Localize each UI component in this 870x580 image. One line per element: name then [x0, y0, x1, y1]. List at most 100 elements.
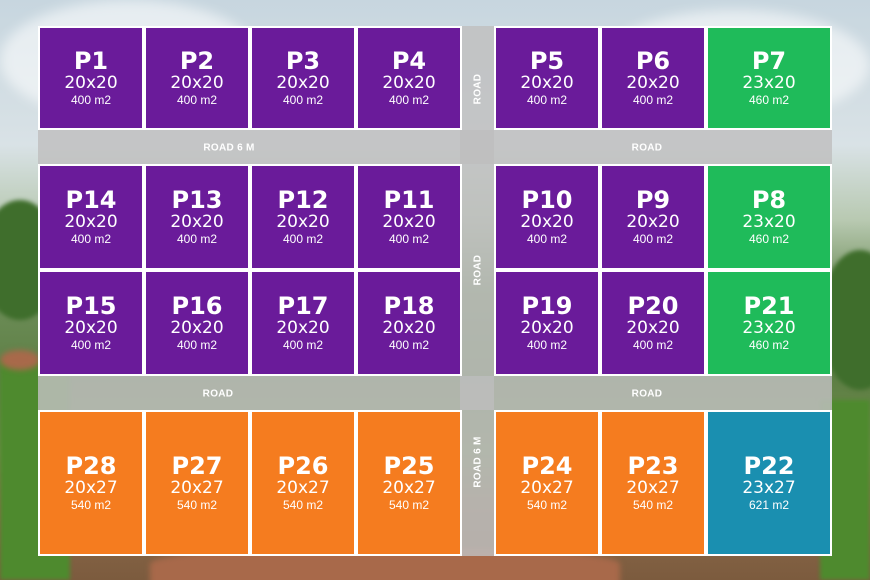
plot-id: P15: [65, 292, 117, 320]
plot-p27[interactable]: P27 20x27 540 m2: [144, 410, 250, 556]
road-label-vertical-top: ROAD: [472, 73, 484, 105]
plot-p22[interactable]: P22 23x27 621 m2: [706, 410, 832, 556]
plot-dimensions: 20x27: [382, 478, 436, 498]
plot-id: P21: [743, 292, 795, 320]
plot-id: P8: [751, 186, 787, 214]
plot-p4[interactable]: P4 20x20 400 m2: [356, 26, 462, 130]
plot-p17[interactable]: P17 20x20 400 m2: [250, 270, 356, 376]
plot-id: P5: [529, 47, 565, 75]
road-label-bottom-left: ROAD: [202, 388, 234, 400]
plot-dimensions: 20x20: [626, 73, 680, 93]
plot-p28[interactable]: P28 20x27 540 m2: [38, 410, 144, 556]
plot-area: 540 m2: [282, 498, 324, 512]
plot-area: 540 m2: [526, 498, 568, 512]
plot-p3[interactable]: P3 20x20 400 m2: [250, 26, 356, 130]
plot-p2[interactable]: P2 20x20 400 m2: [144, 26, 250, 130]
plot-dimensions: 20x20: [276, 73, 330, 93]
plot-area: 400 m2: [70, 338, 112, 352]
plot-area: 540 m2: [388, 498, 430, 512]
plot-dimensions: 20x20: [382, 318, 436, 338]
plot-area: 540 m2: [176, 498, 218, 512]
plot-id: P12: [277, 186, 329, 214]
plot-board: ROAD 6 M ROAD ROAD ROAD ROAD ROAD ROAD 6…: [38, 26, 832, 556]
plot-p21[interactable]: P21 23x20 460 m2: [706, 270, 832, 376]
plot-id: P19: [521, 292, 573, 320]
plot-dimensions: 20x20: [64, 318, 118, 338]
plot-area: 400 m2: [388, 93, 430, 107]
plot-p24[interactable]: P24 20x27 540 m2: [494, 410, 600, 556]
plot-id: P14: [65, 186, 117, 214]
plot-p1[interactable]: P1 20x20 400 m2: [38, 26, 144, 130]
plot-id: P11: [383, 186, 435, 214]
plot-p26[interactable]: P26 20x27 540 m2: [250, 410, 356, 556]
road-horizontal-bottom: [38, 376, 832, 410]
plot-dimensions: 20x20: [276, 318, 330, 338]
plot-id: P26: [277, 452, 329, 480]
plot-dimensions: 20x27: [520, 478, 574, 498]
plot-dimensions: 20x27: [626, 478, 680, 498]
plot-area: 400 m2: [176, 232, 218, 246]
plot-p5[interactable]: P5 20x20 400 m2: [494, 26, 600, 130]
plot-dimensions: 20x20: [626, 212, 680, 232]
plot-id: P23: [627, 452, 679, 480]
plot-p14[interactable]: P14 20x20 400 m2: [38, 164, 144, 270]
plot-p9[interactable]: P9 20x20 400 m2: [600, 164, 706, 270]
road-label-top-right: ROAD: [631, 142, 663, 154]
plot-id: P16: [171, 292, 223, 320]
plot-area: 460 m2: [748, 338, 790, 352]
plot-dimensions: 20x20: [170, 318, 224, 338]
plot-dimensions: 20x20: [170, 212, 224, 232]
plot-id: P28: [65, 452, 117, 480]
road-vertical: [460, 26, 494, 556]
plot-dimensions: 20x20: [626, 318, 680, 338]
plot-area: 400 m2: [282, 338, 324, 352]
plot-dimensions: 20x20: [520, 212, 574, 232]
plot-dimensions: 23x20: [742, 73, 796, 93]
plot-id: P24: [521, 452, 573, 480]
road-label-vertical-middle: ROAD: [472, 254, 484, 286]
plot-p16[interactable]: P16 20x20 400 m2: [144, 270, 250, 376]
plot-p11[interactable]: P11 20x20 400 m2: [356, 164, 462, 270]
plot-p23[interactable]: P23 20x27 540 m2: [600, 410, 706, 556]
plot-area: 540 m2: [632, 498, 674, 512]
plot-id: P6: [635, 47, 671, 75]
plot-dimensions: 23x27: [742, 478, 796, 498]
plot-p18[interactable]: P18 20x20 400 m2: [356, 270, 462, 376]
plot-p8[interactable]: P8 23x20 460 m2: [706, 164, 832, 270]
plot-p7[interactable]: P7 23x20 460 m2: [706, 26, 832, 130]
plot-id: P22: [743, 452, 795, 480]
plot-area: 400 m2: [282, 232, 324, 246]
plot-area: 400 m2: [632, 93, 674, 107]
road-label-bottom-right: ROAD: [631, 388, 663, 400]
plot-dimensions: 20x27: [170, 478, 224, 498]
plot-p13[interactable]: P13 20x20 400 m2: [144, 164, 250, 270]
plot-dimensions: 20x20: [170, 73, 224, 93]
plot-area: 400 m2: [632, 338, 674, 352]
plot-area: 540 m2: [70, 498, 112, 512]
plot-dimensions: 20x20: [520, 318, 574, 338]
plot-p12[interactable]: P12 20x20 400 m2: [250, 164, 356, 270]
plot-p19[interactable]: P19 20x20 400 m2: [494, 270, 600, 376]
plot-id: P17: [277, 292, 329, 320]
plot-area: 400 m2: [526, 93, 568, 107]
plot-area: 400 m2: [70, 232, 112, 246]
plot-id: P10: [521, 186, 573, 214]
plot-id: P2: [179, 47, 215, 75]
dirt-road: [0, 350, 40, 370]
plot-area: 400 m2: [176, 338, 218, 352]
plot-dimensions: 20x20: [276, 212, 330, 232]
plot-id: P20: [627, 292, 679, 320]
plot-p6[interactable]: P6 20x20 400 m2: [600, 26, 706, 130]
plot-p25[interactable]: P25 20x27 540 m2: [356, 410, 462, 556]
plot-dimensions: 20x20: [520, 73, 574, 93]
plot-area: 400 m2: [632, 232, 674, 246]
plot-p10[interactable]: P10 20x20 400 m2: [494, 164, 600, 270]
plot-dimensions: 20x20: [64, 212, 118, 232]
plot-area: 400 m2: [388, 232, 430, 246]
plot-p15[interactable]: P15 20x20 400 m2: [38, 270, 144, 376]
plot-dimensions: 20x20: [64, 73, 118, 93]
plot-area: 460 m2: [748, 232, 790, 246]
plot-id: P27: [171, 452, 223, 480]
plot-p20[interactable]: P20 20x20 400 m2: [600, 270, 706, 376]
